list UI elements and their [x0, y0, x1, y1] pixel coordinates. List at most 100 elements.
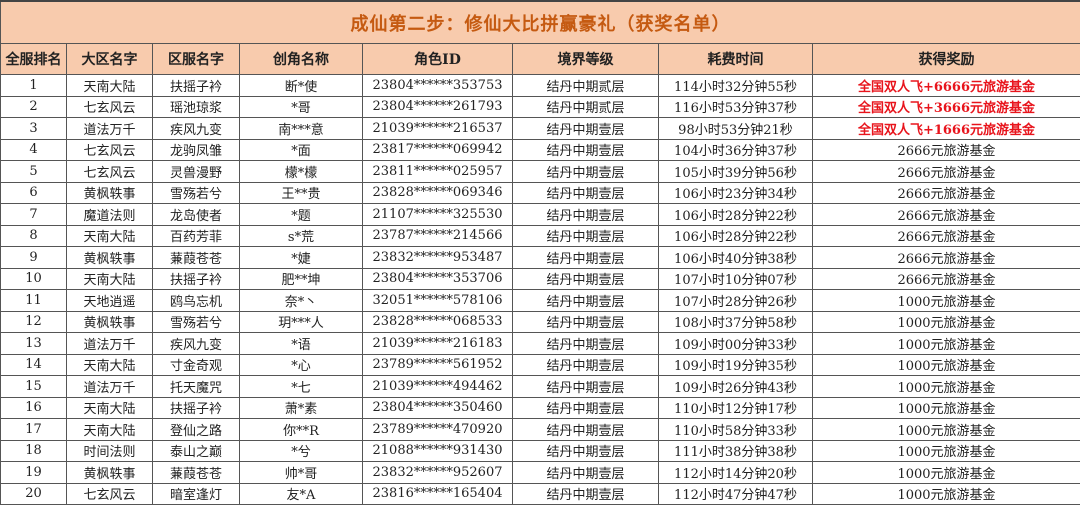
cell-reward: 全国双人飞+3666元旅游基金: [813, 96, 1080, 118]
cell-reward: 1000元旅游基金: [813, 311, 1080, 333]
cell-time: 111小时38分钟38秒: [659, 440, 813, 462]
cell-id: 32051******578106: [363, 290, 513, 312]
cell-realm: 结丹中期壹层: [513, 376, 659, 398]
cell-id: 21039******216537: [363, 118, 513, 140]
cell-realm: 结丹中期壹层: [513, 397, 659, 419]
cell-name: 你**R: [240, 419, 363, 441]
cell-time: 109小时00分钟33秒: [659, 333, 813, 355]
cell-time: 114小时32分钟55秒: [659, 75, 813, 97]
cell-region: 道法万千: [67, 376, 153, 398]
cell-rank: 11: [1, 290, 67, 312]
cell-server: 蒹葭苍苍: [153, 247, 240, 269]
title-row: 成仙第二步：修仙大比拼赢豪礼（获奖名单）: [1, 1, 1080, 44]
cell-rank: 3: [1, 118, 67, 140]
cell-region: 天南大陆: [67, 419, 153, 441]
cell-time: 106小时40分钟38秒: [659, 247, 813, 269]
cell-name: s*荒: [240, 225, 363, 247]
cell-name: 友*A: [240, 483, 363, 505]
cell-region: 时间法则: [67, 440, 153, 462]
cell-name: *七: [240, 376, 363, 398]
col-header-id: 角色ID: [363, 44, 513, 75]
cell-rank: 13: [1, 333, 67, 355]
cell-name: *兮: [240, 440, 363, 462]
cell-rank: 5: [1, 161, 67, 183]
cell-id: 23816******165404: [363, 483, 513, 505]
cell-name: *婕: [240, 247, 363, 269]
cell-name: 玥***人: [240, 311, 363, 333]
cell-reward: 1000元旅游基金: [813, 440, 1080, 462]
cell-server: 瑶池琼浆: [153, 96, 240, 118]
cell-rank: 17: [1, 419, 67, 441]
header-row: 全服排名 大区名字 区服名字 创角名称 角色ID 境界等级 耗费时间 获得奖励: [1, 44, 1080, 75]
cell-time: 110小时58分钟33秒: [659, 419, 813, 441]
cell-id: 23787******214566: [363, 225, 513, 247]
cell-time: 98小时53分钟21秒: [659, 118, 813, 140]
cell-id: 21039******216183: [363, 333, 513, 355]
cell-region: 魔道法则: [67, 204, 153, 226]
cell-id: 23804******353706: [363, 268, 513, 290]
cell-rank: 7: [1, 204, 67, 226]
cell-realm: 结丹中期壹层: [513, 247, 659, 269]
cell-time: 109小时19分钟35秒: [659, 354, 813, 376]
cell-rank: 9: [1, 247, 67, 269]
cell-time: 107小时10分钟07秒: [659, 268, 813, 290]
cell-server: 雪殇若兮: [153, 311, 240, 333]
cell-reward: 2666元旅游基金: [813, 225, 1080, 247]
cell-name: *心: [240, 354, 363, 376]
cell-id: 23828******069346: [363, 182, 513, 204]
cell-region: 七玄风云: [67, 139, 153, 161]
cell-server: 暗室逢灯: [153, 483, 240, 505]
cell-id: 23811******025957: [363, 161, 513, 183]
cell-rank: 2: [1, 96, 67, 118]
cell-realm: 结丹中期壹层: [513, 161, 659, 183]
cell-time: 106小时28分钟22秒: [659, 204, 813, 226]
cell-id: 23804******350460: [363, 397, 513, 419]
cell-rank: 20: [1, 483, 67, 505]
cell-rank: 18: [1, 440, 67, 462]
cell-region: 黄枫轶事: [67, 311, 153, 333]
cell-reward: 2666元旅游基金: [813, 268, 1080, 290]
cell-id: 23804******261793: [363, 96, 513, 118]
cell-rank: 4: [1, 139, 67, 161]
cell-server: 疾风九变: [153, 333, 240, 355]
cell-region: 天南大陆: [67, 225, 153, 247]
cell-region: 天地逍遥: [67, 290, 153, 312]
cell-time: 112小时47分钟47秒: [659, 483, 813, 505]
cell-rank: 1: [1, 75, 67, 97]
cell-realm: 结丹中期壹层: [513, 290, 659, 312]
cell-server: 扶摇子衿: [153, 397, 240, 419]
cell-name: 断*使: [240, 75, 363, 97]
cell-id: 23804******353753: [363, 75, 513, 97]
cell-rank: 15: [1, 376, 67, 398]
cell-reward: 1000元旅游基金: [813, 419, 1080, 441]
cell-realm: 结丹中期壹层: [513, 182, 659, 204]
cell-region: 七玄风云: [67, 161, 153, 183]
cell-server: 扶摇子衿: [153, 268, 240, 290]
cell-server: 蒹葭苍苍: [153, 462, 240, 484]
cell-realm: 结丹中期壹层: [513, 333, 659, 355]
cell-region: 天南大陆: [67, 354, 153, 376]
cell-region: 天南大陆: [67, 268, 153, 290]
cell-server: 寸金奇观: [153, 354, 240, 376]
col-header-time: 耗费时间: [659, 44, 813, 75]
cell-rank: 16: [1, 397, 67, 419]
cell-time: 107小时28分钟26秒: [659, 290, 813, 312]
cell-rank: 19: [1, 462, 67, 484]
page-title: 成仙第二步：修仙大比拼赢豪礼（获奖名单）: [1, 1, 1080, 44]
col-header-name: 创角名称: [240, 44, 363, 75]
cell-name: *哥: [240, 96, 363, 118]
